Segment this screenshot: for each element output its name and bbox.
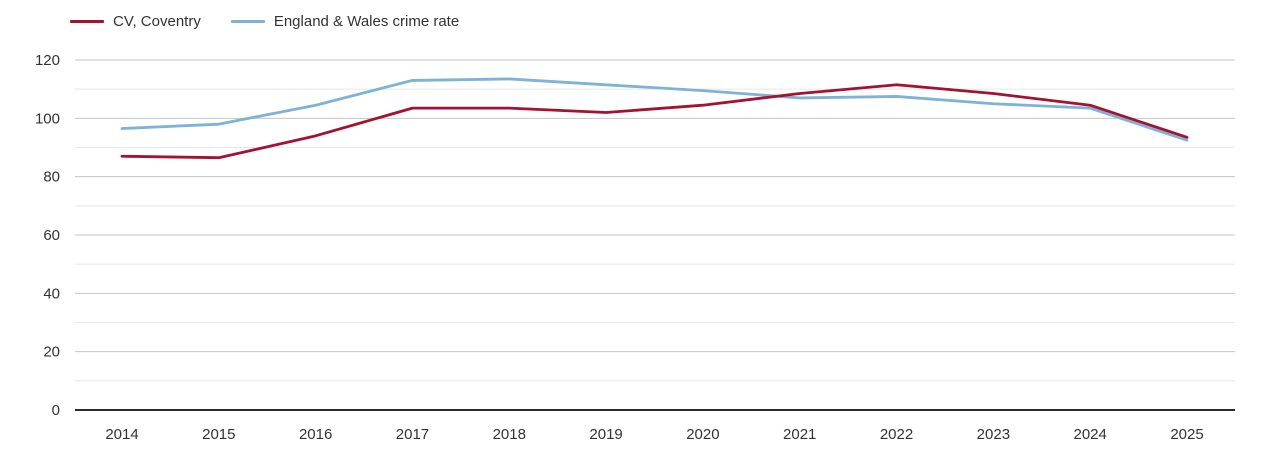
x-axis-tick-label: 2018 bbox=[493, 426, 526, 443]
y-axis-tick-label: 20 bbox=[43, 344, 60, 361]
y-axis-tick-label: 80 bbox=[43, 169, 60, 186]
y-axis-tick-label: 120 bbox=[35, 52, 60, 69]
x-axis-tick-label: 2015 bbox=[202, 426, 235, 443]
x-axis-tick-label: 2023 bbox=[977, 426, 1010, 443]
y-axis-tick-label: 100 bbox=[35, 110, 60, 127]
y-axis-tick-label: 0 bbox=[52, 402, 60, 419]
x-axis-tick-label: 2016 bbox=[299, 426, 332, 443]
y-axis-tick-label: 40 bbox=[43, 285, 60, 302]
x-axis-tick-label: 2014 bbox=[105, 426, 138, 443]
legend-item-cv-coventry: CV, Coventry bbox=[70, 13, 201, 30]
x-axis-tick-label: 2020 bbox=[686, 426, 719, 443]
legend-label: England & Wales crime rate bbox=[273, 13, 460, 30]
legend-label: CV, Coventry bbox=[113, 13, 201, 30]
x-axis-tick-label: 2019 bbox=[589, 426, 622, 443]
chart-legend: CV, Coventry England & Wales crime rate bbox=[70, 13, 459, 30]
x-axis-tick-label: 2022 bbox=[880, 426, 913, 443]
x-axis-tick-label: 2017 bbox=[396, 426, 429, 443]
series-line-england-wales-crime-rate bbox=[120, 77, 1189, 142]
x-axis-tick-label: 2024 bbox=[1073, 426, 1106, 443]
legend-line-swatch-red bbox=[70, 20, 104, 23]
y-axis-tick-label: 60 bbox=[43, 227, 60, 244]
x-axis-tick-label: 2021 bbox=[783, 426, 816, 443]
series-line-cv-coventry bbox=[120, 83, 1189, 160]
x-axis-tick-label: 2025 bbox=[1170, 426, 1203, 443]
legend-line-swatch-blue bbox=[230, 20, 265, 23]
legend-item-england-wales: England & Wales crime rate bbox=[230, 13, 460, 30]
